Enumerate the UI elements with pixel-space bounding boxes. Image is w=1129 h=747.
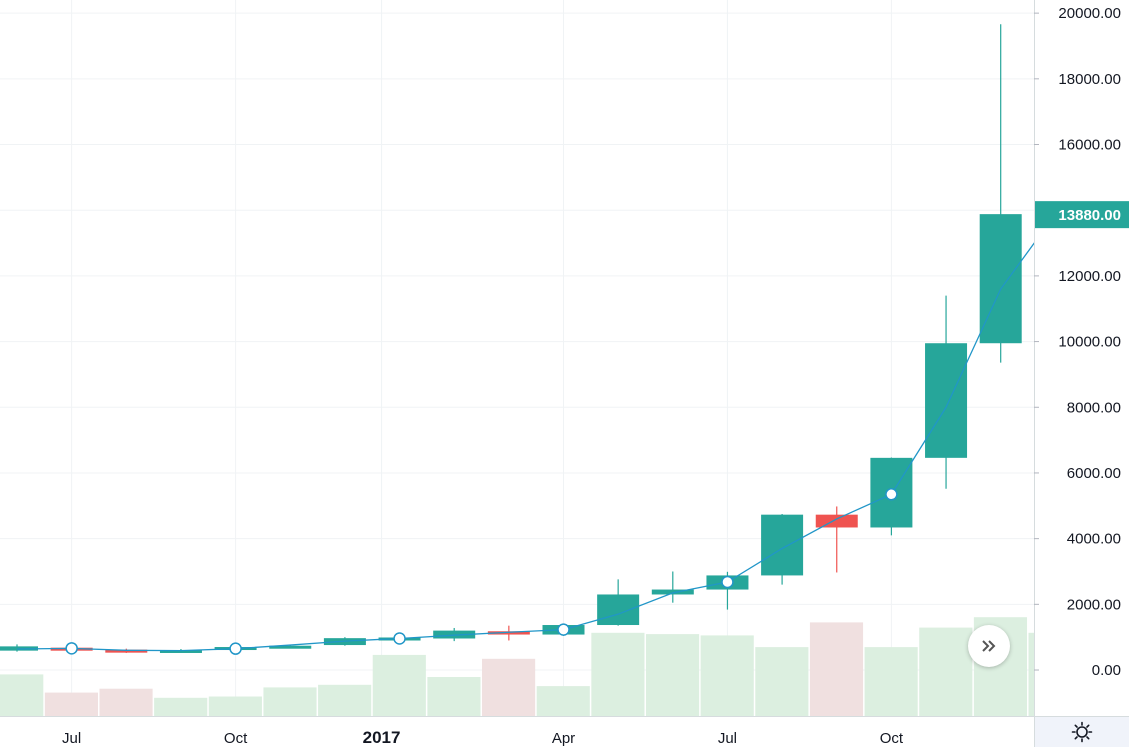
grid-lines — [0, 0, 1034, 716]
price-axis-label: 4000.00 — [1067, 531, 1121, 548]
price-line-marker — [229, 642, 242, 655]
price-line-marker — [393, 632, 406, 645]
price-axis-label: 8000.00 — [1067, 399, 1121, 416]
last-price-label: 13880.00 — [1058, 207, 1121, 224]
candle-body — [979, 214, 1022, 344]
volume-bar — [44, 692, 98, 716]
price-line-path — [16, 213, 1056, 652]
volume-bar — [99, 688, 153, 716]
price-axis-background — [1034, 0, 1129, 747]
candle-body — [761, 514, 804, 576]
candle-body — [269, 645, 312, 649]
candle-body — [159, 649, 202, 653]
volume-bar — [536, 686, 590, 716]
price-axis-label: 20000.00 — [1058, 5, 1121, 22]
price-line-marker — [557, 623, 570, 636]
candle-body — [433, 630, 476, 639]
scroll-to-realtime-button[interactable] — [968, 625, 1010, 667]
price-line-marker — [885, 488, 898, 501]
volume-bar — [864, 647, 918, 716]
time-axis-label: Jul — [718, 730, 737, 747]
candles — [0, 24, 1077, 653]
time-axis-label: 2017 — [363, 728, 401, 747]
volume-bar — [0, 674, 44, 716]
volume-bar — [208, 696, 262, 716]
volume-bar — [154, 697, 208, 716]
price-axis-label: 10000.00 — [1058, 334, 1121, 351]
price-line-marker — [65, 642, 78, 655]
price-line-marker — [721, 575, 734, 589]
candle-body — [925, 343, 968, 458]
volume-bar — [427, 677, 481, 716]
volume-bar — [809, 622, 864, 716]
price-axis-label: 0.00 — [1092, 662, 1121, 679]
price-line — [16, 213, 1056, 655]
candle-body — [651, 589, 694, 595]
volume-bar — [755, 647, 809, 716]
price-axis-label: 18000.00 — [1058, 71, 1121, 88]
time-axis-label: Apr — [552, 730, 575, 747]
candle-body — [487, 631, 530, 635]
time-axis-label: Oct — [224, 730, 248, 747]
volume-bar — [591, 632, 645, 716]
candle-body — [105, 649, 148, 653]
volume-bar — [482, 658, 536, 716]
candle-body — [597, 594, 640, 626]
price-axis-label: 2000.00 — [1067, 596, 1121, 613]
chart-settings-button[interactable] — [1034, 716, 1129, 747]
volume-bars — [0, 617, 1082, 716]
volume-bar — [919, 627, 973, 716]
volume-bar — [645, 634, 700, 716]
time-axis-label: Jul — [62, 730, 81, 747]
gear-icon — [1071, 721, 1092, 742]
volume-bar — [263, 687, 317, 716]
price-axis-label: 12000.00 — [1058, 268, 1121, 285]
candle-body — [815, 514, 858, 528]
volume-bar — [700, 635, 754, 716]
time-axis-label: Oct — [880, 730, 904, 747]
price-axis-label: 6000.00 — [1067, 465, 1121, 482]
price-axis-label: 16000.00 — [1058, 137, 1121, 154]
last-price-label-background — [1035, 201, 1129, 229]
volume-bar — [372, 654, 426, 716]
volume-bar — [318, 684, 372, 716]
double-chevron-right-icon — [982, 640, 996, 652]
